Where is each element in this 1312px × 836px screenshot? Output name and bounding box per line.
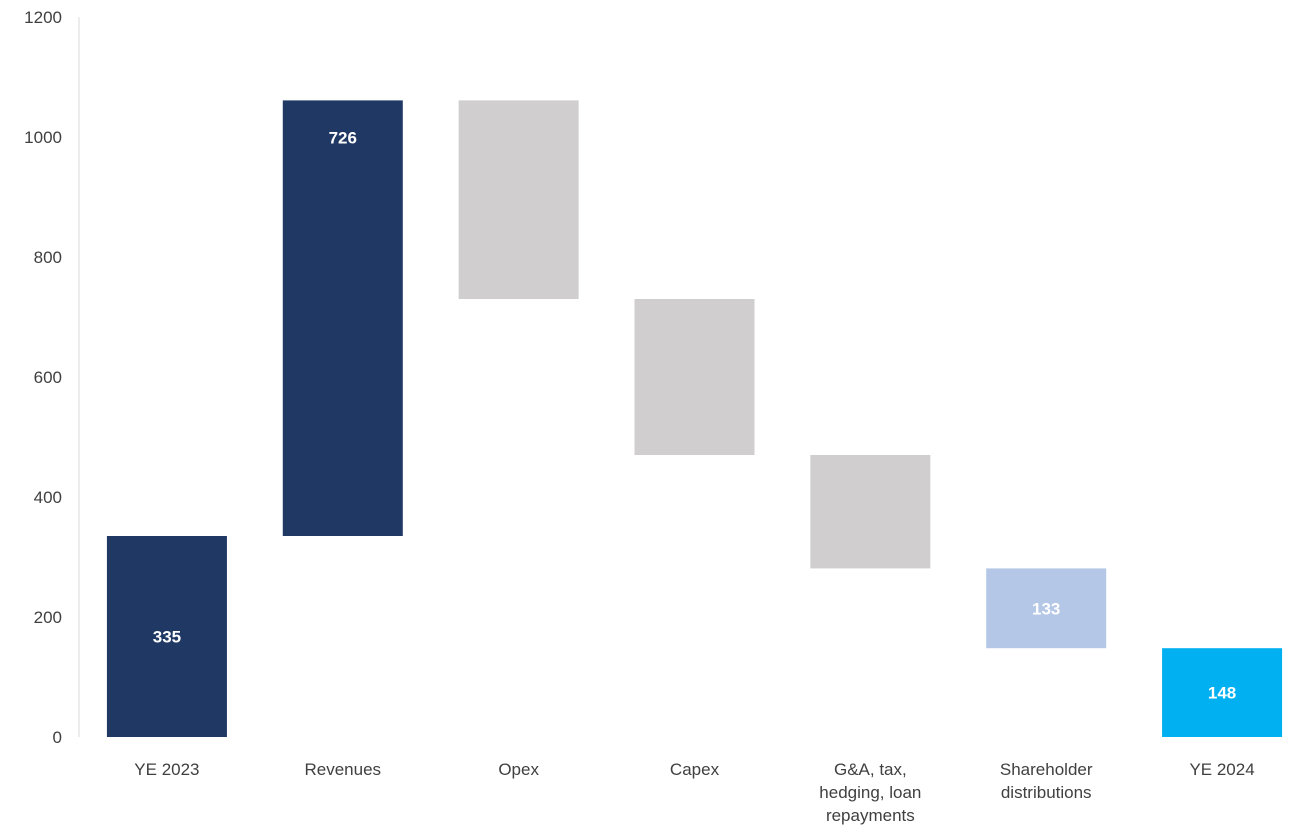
y-tick-label: 1000 bbox=[24, 128, 62, 147]
x-tick-label-line: Shareholder bbox=[1000, 760, 1093, 779]
x-tick-label-line: Capex bbox=[670, 760, 720, 779]
x-tick-label-line: hedging, loan bbox=[819, 783, 921, 802]
data-label: 335 bbox=[153, 628, 181, 647]
data-label: 148 bbox=[1208, 684, 1236, 703]
y-tick-label: 400 bbox=[34, 488, 62, 507]
y-tick-label: 1200 bbox=[24, 8, 62, 27]
x-tick-label-line: Opex bbox=[498, 760, 539, 779]
y-tick-label: 0 bbox=[53, 728, 62, 747]
x-tick-label-line: YE 2024 bbox=[1189, 760, 1254, 779]
bar bbox=[634, 299, 755, 455]
x-tick-label-line: Revenues bbox=[305, 760, 382, 779]
data-label: 726 bbox=[329, 128, 357, 147]
chart-axes: 0 200 400 600 800 1000 1200 bbox=[24, 8, 80, 747]
x-tick-label-line: G&A, tax, bbox=[834, 760, 907, 779]
x-tick-label: YE 2023 bbox=[134, 760, 199, 779]
y-tick-label: 600 bbox=[34, 368, 62, 387]
x-tick-label-line: distributions bbox=[1001, 783, 1092, 802]
chart-labels: 335 YE 2023 726 Revenues Opex Capex G&A, tax, h… bbox=[134, 128, 1254, 825]
bar bbox=[986, 568, 1107, 649]
x-tick-label: Opex bbox=[498, 760, 539, 779]
x-tick-label: YE 2024 bbox=[1189, 760, 1254, 779]
x-tick-label-line: repayments bbox=[826, 806, 915, 825]
x-tick-label-line: YE 2023 bbox=[134, 760, 199, 779]
bar bbox=[810, 455, 931, 569]
bar bbox=[1162, 648, 1283, 737]
bar bbox=[282, 100, 403, 537]
bar bbox=[106, 536, 227, 737]
x-tick-label: G&A, tax, hedging, loan repayments bbox=[819, 760, 921, 825]
bar bbox=[458, 100, 579, 300]
chart-bars bbox=[106, 100, 1283, 737]
data-label: 133 bbox=[1032, 599, 1060, 618]
y-tick-label: 800 bbox=[34, 248, 62, 267]
x-tick-label: Shareholder distributions bbox=[1000, 760, 1093, 802]
x-tick-label: Revenues bbox=[305, 760, 382, 779]
y-tick-label: 200 bbox=[34, 608, 62, 627]
x-tick-label: Capex bbox=[670, 760, 720, 779]
